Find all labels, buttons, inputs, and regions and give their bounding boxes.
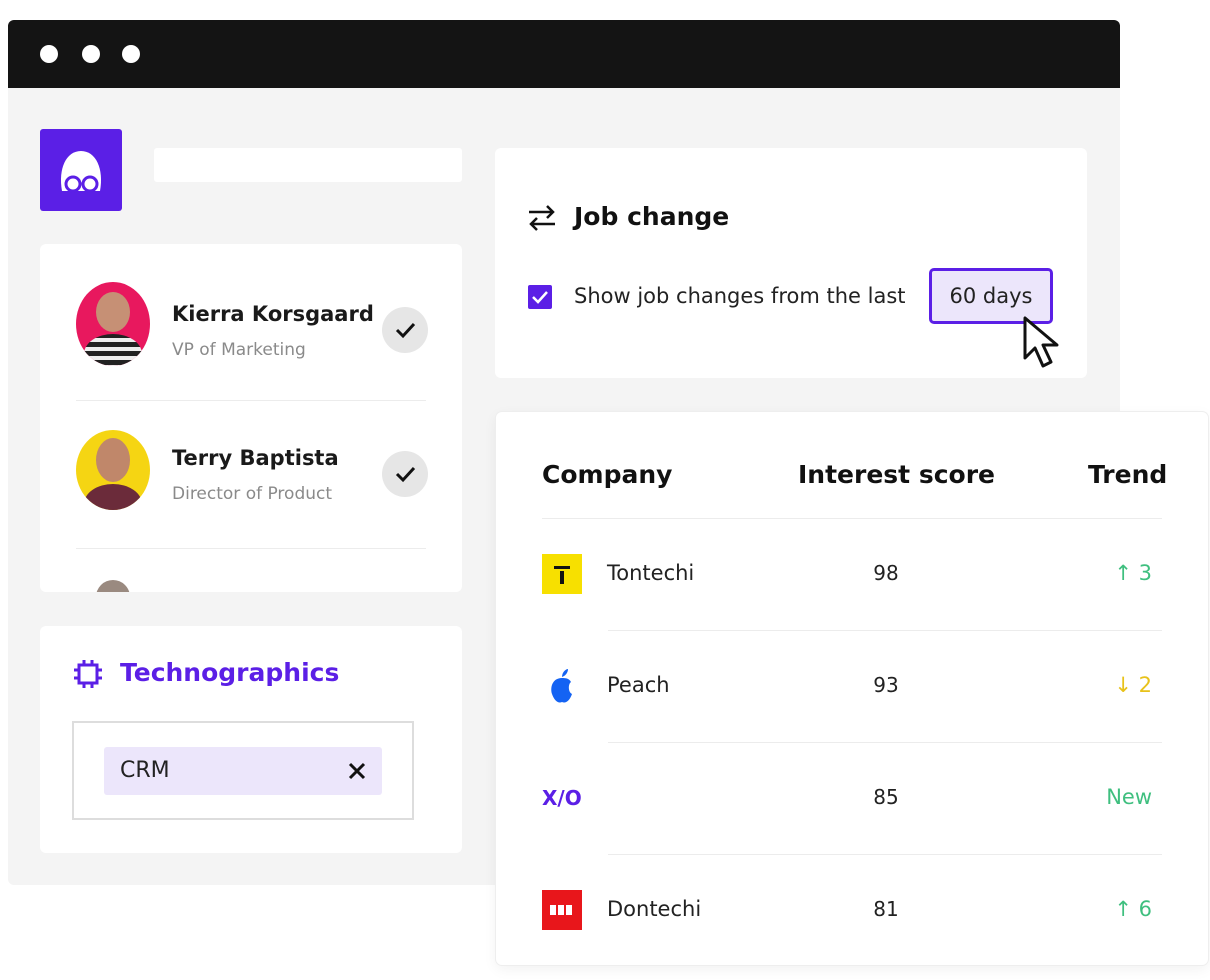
days-button[interactable]: 60 days bbox=[929, 268, 1053, 324]
row-separator bbox=[608, 742, 1162, 743]
person-role: VP of Marketing bbox=[172, 340, 306, 360]
company-logo bbox=[542, 554, 582, 594]
window-bar bbox=[8, 20, 1120, 88]
trend: ↑ 6 bbox=[1114, 897, 1152, 921]
interest-score: 85 bbox=[873, 785, 899, 809]
row-separator bbox=[608, 854, 1162, 855]
company-logo bbox=[542, 890, 582, 930]
company-name: Tontechi bbox=[607, 561, 695, 585]
chip-remove[interactable] bbox=[348, 762, 366, 780]
company-table: Company Interest score Trend Tontechi 98 ↑… bbox=[496, 412, 1208, 965]
technographics-card: Technographics CRM bbox=[40, 626, 462, 853]
cursor bbox=[1023, 316, 1059, 368]
person-name: Kierra Korsgaard bbox=[172, 302, 374, 326]
company-logo: X/O bbox=[542, 786, 582, 810]
checkbox-label: Show job changes from the last bbox=[574, 284, 906, 308]
chip: CRM bbox=[104, 747, 382, 795]
person-name: Terry Baptista bbox=[172, 446, 339, 470]
card-title: Job change bbox=[574, 202, 730, 231]
interest-score: 98 bbox=[873, 561, 899, 585]
chip-box[interactable]: CRM bbox=[72, 721, 414, 820]
trend: New bbox=[1106, 785, 1152, 809]
window-dot bbox=[122, 45, 140, 63]
window-dot bbox=[82, 45, 100, 63]
swap-icon bbox=[529, 205, 555, 231]
check-button[interactable] bbox=[382, 307, 428, 353]
column-header: Company bbox=[542, 460, 673, 489]
app-logo bbox=[40, 129, 122, 211]
section-title: Technographics bbox=[120, 658, 340, 687]
logo-icon bbox=[60, 151, 102, 193]
chip-label: CRM bbox=[120, 758, 170, 783]
check-button[interactable] bbox=[382, 451, 428, 497]
interest-score: 81 bbox=[873, 897, 899, 921]
column-header: Trend bbox=[1088, 460, 1168, 489]
chip-icon bbox=[74, 660, 102, 688]
trend: ↑ 3 bbox=[1114, 561, 1152, 585]
company-name: Dontechi bbox=[607, 897, 702, 921]
avatar bbox=[96, 580, 130, 592]
job-change-card: Job change Show job changes from the las… bbox=[495, 148, 1087, 378]
avatar bbox=[76, 282, 150, 366]
people-card: Kierra Korsgaard VP of Marketing Terry B… bbox=[40, 244, 462, 592]
trend: ↓ 2 bbox=[1114, 673, 1152, 697]
person-role: Director of Product bbox=[172, 484, 333, 504]
interest-score: 93 bbox=[873, 673, 899, 697]
column-header: Interest score bbox=[798, 460, 995, 489]
search-bar[interactable] bbox=[154, 148, 462, 182]
checkbox[interactable] bbox=[528, 285, 552, 309]
row-separator bbox=[608, 630, 1162, 631]
avatar bbox=[76, 430, 150, 510]
company-logo bbox=[542, 666, 582, 706]
window-dot bbox=[40, 45, 58, 63]
company-name: Peach bbox=[607, 673, 670, 697]
